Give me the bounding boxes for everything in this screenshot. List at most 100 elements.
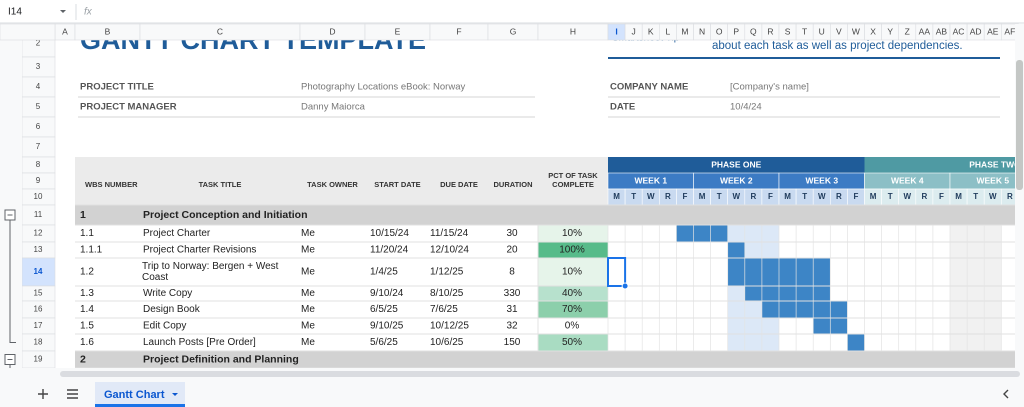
phase-label: PHASE TWO (969, 159, 1021, 169)
section-title: Project Definition and Planning (143, 353, 299, 365)
pct-complete: 10% (562, 267, 582, 278)
section-number: 2 (80, 353, 86, 365)
task-title: Project Charter Revisions (143, 245, 256, 256)
day-label: W (903, 192, 911, 201)
duration: 31 (506, 304, 518, 315)
fill-handle (621, 282, 629, 290)
gantt-bar (847, 334, 865, 351)
table-header-bg (75, 157, 608, 205)
task-title: Design Book (143, 304, 201, 315)
task-title: Edit Copy (143, 321, 186, 332)
scrollbar-thumb[interactable] (60, 371, 1020, 377)
row-headers: 2 3 4 5 6 7 8 9 10 11 12 13 14 15 16 17 18 19 (22, 40, 56, 368)
day-label: W (989, 192, 997, 201)
task-title: Project Charter (143, 228, 211, 239)
column-letter: O (716, 26, 723, 36)
task-title: Trip to Norway: Bergen + West Coast (142, 260, 279, 284)
row-header (22, 350, 56, 368)
formula-icon: fx (84, 7, 93, 18)
gantt-bar (727, 242, 745, 258)
column-letter: K (648, 26, 654, 36)
pct-cell (538, 301, 608, 318)
tip-text: about each task as well as project depen… (712, 40, 963, 52)
phase-header (864, 157, 1015, 173)
day-label: T (717, 192, 722, 201)
field-label: DATE (610, 102, 635, 113)
day-label: R (665, 192, 671, 201)
gantt-bar (761, 301, 848, 318)
column-letter: T (802, 26, 807, 36)
task-owner: Me (301, 228, 315, 239)
section-title: Project Conception and Initiation (143, 209, 308, 221)
column-letter: I (615, 26, 617, 36)
wbs-number: 1.3 (80, 288, 94, 299)
row-number: 5 (36, 102, 41, 111)
wbs-number: 1.1.1 (80, 245, 103, 256)
column-letter: AD (970, 26, 982, 36)
wbs-number: 1.4 (80, 304, 94, 315)
pct-complete: 100% (559, 245, 585, 256)
task-title-box: Trip to Norway: Bergen + West Coast (142, 260, 279, 284)
column-heading: TASK OWNER (307, 180, 358, 189)
row-number: 10 (34, 192, 43, 201)
column-letter: B (105, 26, 111, 36)
gantt-bar (744, 286, 831, 301)
sheet-title: GANTT CHART TEMPLATE (80, 25, 426, 55)
column-heading-box: PCT OF TASK COMPLETE (548, 172, 597, 189)
column-letter: AC (953, 26, 965, 36)
duration: 8 (509, 267, 515, 278)
week-label: WEEK 5 (976, 175, 1009, 185)
tab-dropdown[interactable] (172, 393, 178, 396)
column-letter: N (699, 26, 705, 36)
name-box-dropdown[interactable] (60, 10, 66, 13)
phase-header (608, 157, 865, 173)
column-letter: G (510, 26, 517, 36)
pct-complete: 50% (562, 337, 582, 348)
task-owner: Me (301, 304, 315, 315)
row-number: 16 (34, 305, 43, 314)
column-heading: DURATION (493, 180, 532, 189)
row-number: 12 (34, 229, 43, 238)
pct-cell (538, 225, 608, 242)
column-letter: AA (919, 26, 931, 36)
sheet-tab-label[interactable]: Gantt Chart (104, 389, 165, 401)
column-letter: AE (987, 26, 999, 36)
duration: 150 (504, 337, 521, 348)
column-letter: F (456, 26, 461, 36)
scroll-tabs-button[interactable] (1003, 389, 1009, 399)
day-label: T (802, 192, 807, 201)
active-tab-indicator (95, 404, 185, 407)
column-letter: AF (1004, 26, 1015, 36)
pct-complete: 0% (565, 321, 580, 332)
scrollbar-thumb[interactable] (1016, 60, 1023, 190)
column-letter: E (395, 26, 401, 36)
task-owner: Me (301, 245, 315, 256)
tip-label: Smartsheet Tip ➜ (612, 33, 690, 44)
start-date: 9/10/25 (370, 321, 404, 332)
week-label: WEEK 2 (720, 175, 753, 185)
column-letter: X (870, 26, 876, 36)
gantt-bar (676, 225, 728, 242)
day-label: F (854, 192, 859, 201)
field-value: Photography Locations eBook: Norway (301, 82, 465, 93)
name-box[interactable]: I14 (8, 7, 22, 18)
day-label: F (939, 192, 944, 201)
column-letter: P (733, 26, 739, 36)
row-number: 14 (34, 267, 43, 276)
all-sheets-button[interactable] (67, 389, 78, 399)
day-label: R (836, 192, 842, 201)
row-number: 8 (36, 160, 41, 169)
pct-cell (538, 286, 608, 301)
start-date: 6/5/25 (370, 304, 398, 315)
column-letter: C (217, 26, 223, 36)
add-sheet-button[interactable] (38, 389, 48, 399)
week-label: WEEK 4 (891, 175, 924, 185)
day-label: W (647, 192, 655, 201)
pct-complete: 10% (562, 228, 582, 239)
duration: 20 (506, 245, 518, 256)
task-title: Launch Posts [Pre Order] (143, 337, 256, 348)
task-owner: Me (301, 321, 315, 332)
sheet-tab[interactable] (95, 382, 185, 407)
vertical-scrollbar[interactable] (1015, 24, 1024, 368)
